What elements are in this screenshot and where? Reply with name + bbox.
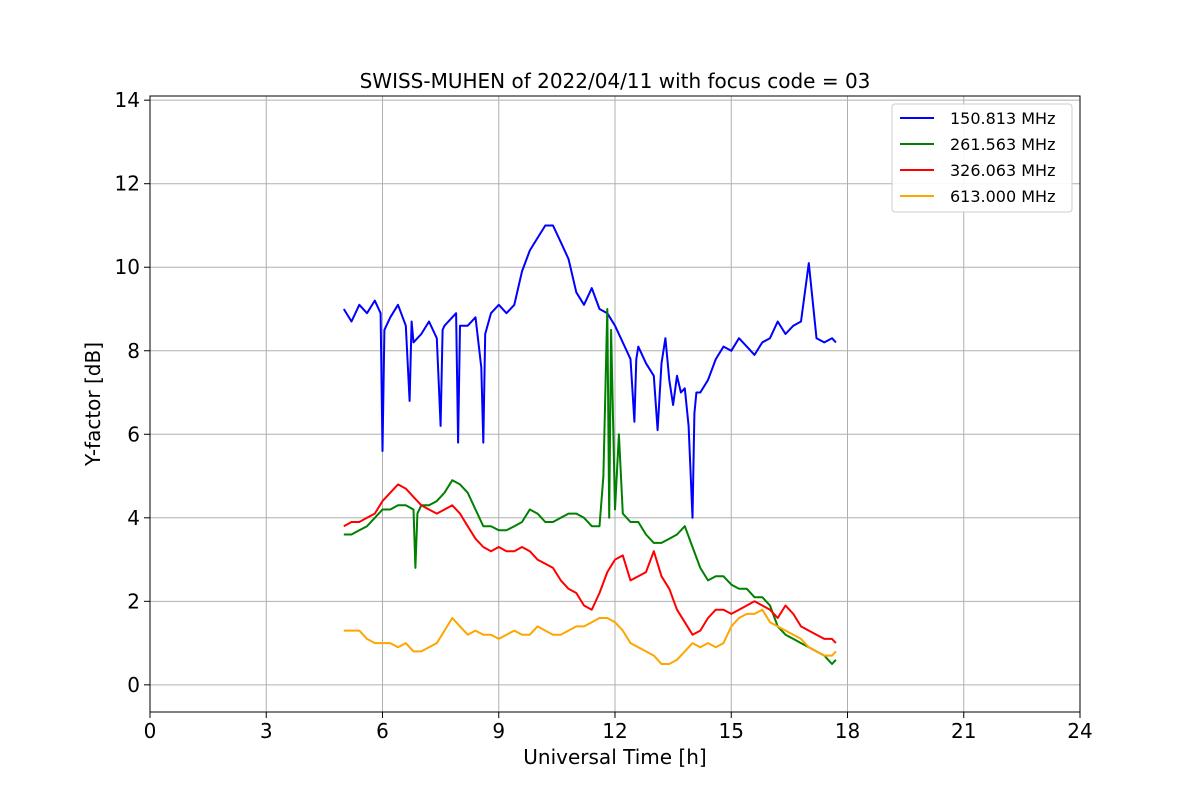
legend: 150.813 MHz 261.563 MHz 326.063 MHz 613.000… <box>891 103 1073 213</box>
x-tick-label: 9 <box>492 719 505 743</box>
series-line-4 <box>343 608 837 665</box>
x-tick-label: 0 <box>144 719 157 743</box>
series-line-1 <box>342 224 837 519</box>
x-tick-label: 15 <box>719 719 744 743</box>
legend-label: 261.563 MHz <box>950 135 1055 154</box>
legend-box <box>891 103 1073 213</box>
series-line-2 <box>343 308 837 665</box>
y-axis-label: Y-factor [dB] <box>81 342 105 467</box>
y-tick-label: 10 <box>115 255 140 279</box>
y-tick-label: 12 <box>115 172 140 196</box>
legend-label: 150.813 MHz <box>950 109 1055 128</box>
x-tick-label: 18 <box>835 719 860 743</box>
y-tick-label: 6 <box>127 422 140 446</box>
y-tick-label: 8 <box>127 339 140 363</box>
x-tick-label: 6 <box>376 719 389 743</box>
chart-title: SWISS-MUHEN of 2022/04/11 with focus cod… <box>360 69 871 93</box>
x-tick-label: 12 <box>602 719 627 743</box>
y-tick-label: 14 <box>115 88 140 112</box>
y-tick-label: 2 <box>127 589 140 613</box>
x-tick-label: 3 <box>260 719 273 743</box>
x-tick-label: 24 <box>1067 719 1092 743</box>
legend-label: 326.063 MHz <box>950 161 1055 180</box>
y-tick-label: 4 <box>127 506 140 530</box>
series-line-3 <box>343 483 837 644</box>
x-tick-label: 21 <box>951 719 976 743</box>
x-axis-label: Universal Time [h] <box>523 745 706 769</box>
y-tick-label: 0 <box>127 673 140 697</box>
legend-label: 613.000 MHz <box>950 187 1055 206</box>
series-lines <box>342 224 837 665</box>
